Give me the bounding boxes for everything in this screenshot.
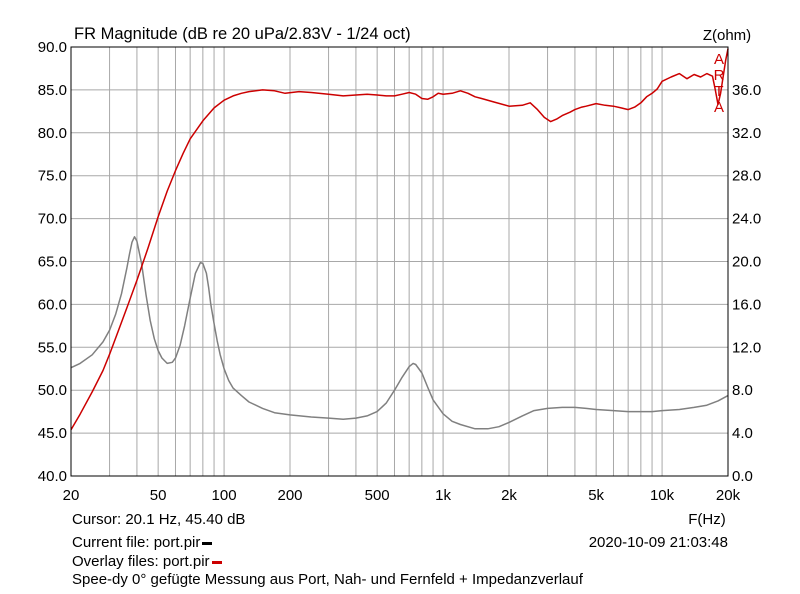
right-y-tick-label: 12.0	[732, 339, 761, 356]
left-y-tick-label: 55.0	[38, 339, 67, 356]
right-y-tick-label: 28.0	[732, 168, 761, 185]
data-series	[70, 48, 729, 431]
left-y-tick-label: 40.0	[38, 468, 67, 485]
x-tick-label: 20	[63, 487, 80, 504]
right-y-tick-label: 16.0	[732, 296, 761, 313]
watermark-letter: R	[714, 67, 725, 84]
left-y-tick-label: 75.0	[38, 168, 67, 185]
right-y-tick-label: 24.0	[732, 211, 761, 228]
right-y-tick-label: 32.0	[732, 125, 761, 142]
plot-frame	[70, 46, 729, 477]
measurement-description: Spee-dy 0° gefügte Messung aus Port, Nah…	[72, 571, 583, 588]
left-y-tick-label: 70.0	[38, 211, 67, 228]
x-tick-label: 100	[212, 487, 237, 504]
overlay-files-text: Overlay files: port.pir	[72, 553, 210, 570]
left-y-tick-label: 60.0	[38, 296, 67, 313]
left-y-tick-label: 50.0	[38, 382, 67, 399]
current-file-label: Current file: port.pir	[72, 534, 213, 551]
x-tick-label: 5k	[588, 487, 604, 504]
x-tick-label: 20k	[716, 487, 741, 504]
left-y-tick-label: 85.0	[38, 82, 67, 99]
impedance-curve	[70, 236, 729, 430]
current-file-swatch	[202, 541, 213, 545]
fr-magnitude-curve	[70, 48, 729, 431]
x-tick-label: 200	[277, 487, 302, 504]
x-tick-label: 10k	[650, 487, 675, 504]
x-tick-label: 50	[150, 487, 167, 504]
x-tick-label: 500	[365, 487, 390, 504]
x-axis-label: F(Hz)	[688, 511, 726, 528]
x-tick-label: 1k	[435, 487, 451, 504]
left-y-tick-label: 80.0	[38, 125, 67, 142]
watermark-letter: A	[714, 51, 724, 68]
left-y-tick-label: 65.0	[38, 254, 67, 271]
cursor-readout: Cursor: 20.1 Hz, 45.40 dB	[72, 511, 246, 528]
watermark-letter: A	[714, 99, 724, 116]
right-y-tick-label: 4.0	[732, 425, 753, 442]
watermark-letter: T	[714, 83, 723, 100]
overlay-file-swatch	[211, 560, 222, 564]
right-y-tick-label: 0.0	[732, 468, 753, 485]
overlay-files-label: Overlay files: port.pir	[72, 553, 222, 570]
timestamp: 2020-10-09 21:03:48	[588, 534, 728, 551]
right-axis-label: Z(ohm)	[703, 27, 751, 44]
right-y-tick-label: 36.0	[732, 82, 761, 99]
current-file-text: Current file: port.pir	[72, 534, 201, 551]
right-y-tick-label: 8.0	[732, 382, 753, 399]
x-tick-label: 2k	[501, 487, 517, 504]
axis-ticks: 20 50 100 200 500 1k 2k 5k 10k 20k 90.0 85.0 80.0 75.…	[38, 39, 761, 504]
plot-grid	[71, 47, 728, 476]
left-y-tick-label: 45.0	[38, 425, 67, 442]
left-y-tick-label: 90.0	[38, 39, 67, 56]
chart-title: FR Magnitude (dB re 20 uPa/2.83V - 1/24 …	[74, 25, 411, 43]
right-y-tick-label: 20.0	[732, 254, 761, 271]
